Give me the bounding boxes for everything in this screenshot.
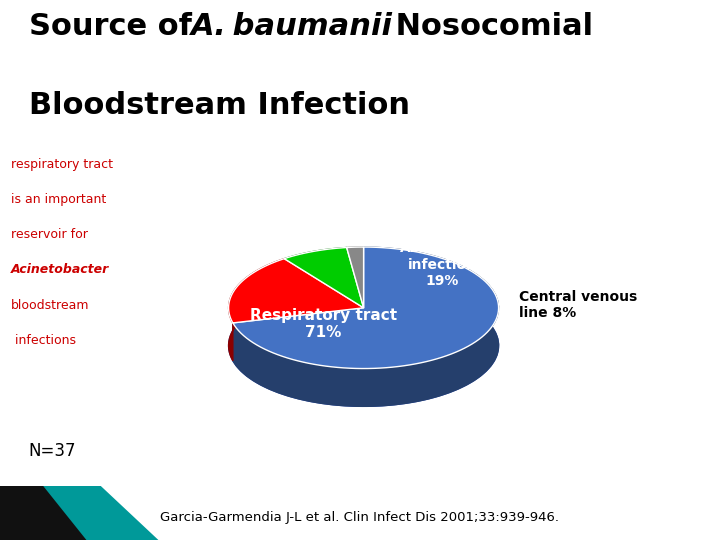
Polygon shape	[229, 259, 364, 323]
Text: respiratory tract: respiratory tract	[11, 158, 113, 171]
Text: Source of: Source of	[29, 12, 202, 41]
Polygon shape	[284, 247, 347, 296]
Text: baumanii: baumanii	[222, 12, 392, 41]
Text: A.: A.	[191, 12, 227, 41]
Text: Acinetobacter: Acinetobacter	[11, 264, 109, 276]
Text: Respiratory tract
71%: Respiratory tract 71%	[250, 308, 397, 340]
Text: is an important: is an important	[11, 193, 107, 206]
Polygon shape	[0, 486, 158, 540]
Polygon shape	[229, 259, 284, 361]
Text: infections: infections	[11, 334, 76, 347]
Text: N=37: N=37	[29, 442, 76, 460]
Polygon shape	[229, 285, 498, 406]
Text: Nosocomial: Nosocomial	[385, 12, 593, 41]
Text: Central venous
line 8%: Central venous line 8%	[519, 290, 637, 320]
Polygon shape	[233, 247, 498, 406]
Polygon shape	[284, 247, 364, 308]
Polygon shape	[233, 247, 498, 368]
Text: Abdominal
infection
19%: Abdominal infection 19%	[400, 241, 483, 288]
Polygon shape	[0, 486, 86, 540]
Text: bloodstream: bloodstream	[11, 299, 89, 312]
Text: Bloodstream Infection: Bloodstream Infection	[29, 91, 410, 120]
Text: reservoir for: reservoir for	[11, 228, 88, 241]
Polygon shape	[347, 247, 364, 308]
Text: Garcia-Garmendia J-L et al. Clin Infect Dis 2001;33:939-946.: Garcia-Garmendia J-L et al. Clin Infect …	[161, 511, 559, 524]
Polygon shape	[347, 247, 364, 285]
